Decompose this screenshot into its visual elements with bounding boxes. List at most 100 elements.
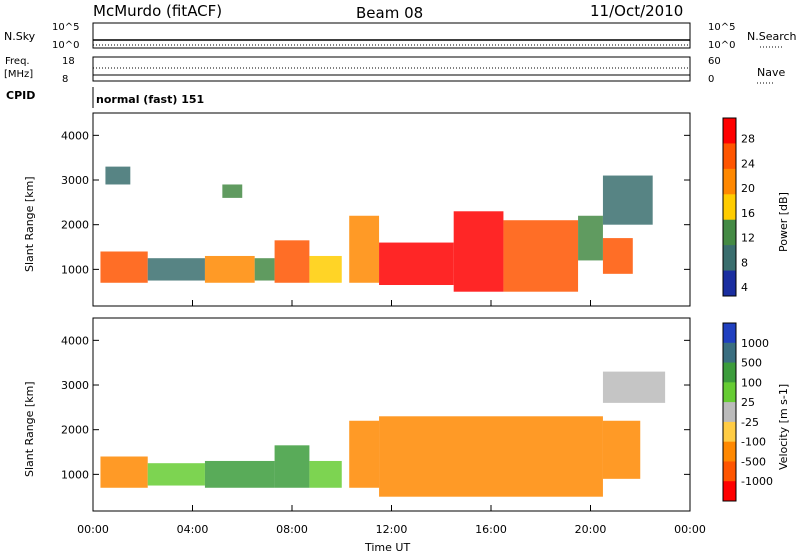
power-ytick-label-3: 4000 (61, 129, 89, 142)
power-region-8 (453, 211, 504, 292)
velocity-ytick-label-1: 2000 (61, 424, 89, 437)
power-colorbar-tick-1: 24 (741, 157, 755, 170)
velocity-colorbar-tick-4: -25 (741, 416, 759, 429)
power-colorbar-swatch-2 (723, 168, 736, 195)
xtick-label-3: 12:00 (376, 523, 408, 536)
velocity-data-marks (100, 371, 666, 497)
power-data-marks (100, 166, 653, 292)
cpid-label: CPID (6, 89, 35, 102)
velocity-region-2 (204, 460, 275, 488)
velocity-region-6 (379, 416, 603, 497)
power-colorbar-swatch-0 (723, 118, 736, 144)
x-axis-label: Time UT (364, 541, 410, 554)
velocity-colorbar-frame (722, 322, 737, 502)
velocity-colorbar-tick-5: -100 (741, 436, 766, 449)
power-ytick-label-0: 1000 (61, 263, 89, 276)
power-region-1 (147, 258, 205, 281)
velocity-colorbar-tick-1: 500 (741, 357, 762, 370)
power-region-9 (503, 220, 579, 292)
power-region-2 (204, 255, 255, 283)
power-region-12 (105, 166, 131, 185)
nsky-panel-frame (92, 22, 691, 49)
velocity-colorbar-swatch-8 (723, 481, 736, 502)
xtick-label-2: 08:00 (276, 523, 308, 536)
freq-unit: [MHz] (4, 69, 33, 80)
velocity-colorbar-swatch-6 (723, 441, 736, 462)
power-colorbar-swatch-1 (723, 143, 736, 170)
power-colorbar-swatch-6 (723, 270, 736, 297)
power-colorbar-frame (722, 117, 737, 297)
cpid-value: normal (fast) 151 (96, 93, 204, 106)
beam-title: Beam 08 (356, 4, 423, 22)
nave-tick-bottom: 0 (708, 74, 714, 85)
freq-label: Freq. (5, 56, 30, 67)
power-region-7 (379, 242, 454, 286)
power-colorbar-tick-6: 4 (741, 281, 748, 294)
velocity-region-5 (349, 420, 380, 488)
power-region-13 (222, 184, 243, 198)
velocity-colorbar-tick-7: -1000 (741, 475, 773, 488)
velocity-region-1 (147, 463, 205, 486)
freq-tick-top: 18 (62, 56, 75, 67)
time-x-axis: 00:00 04:00 08:00 12:00 16:00 20:00 00:00 (77, 300, 706, 536)
power-region-10 (578, 215, 603, 261)
velocity-colorbar-swatch-4 (723, 402, 736, 423)
power-colorbar-tick-2: 20 (741, 182, 755, 195)
power-region-11 (602, 238, 633, 274)
velocity-colorbar: 1000 500 100 25 -25 -100 -500 -1000 (722, 322, 773, 502)
velocity-colorbar-tick-2: 100 (741, 376, 762, 389)
velocity-region-7 (602, 420, 641, 479)
power-region-14 (602, 175, 653, 225)
nave-label: Nave (757, 66, 785, 79)
xtick-label-1: 04:00 (177, 523, 209, 536)
power-colorbar-swatch-5 (723, 245, 736, 272)
velocity-colorbar-tick-0: 1000 (741, 337, 769, 350)
power-region-4 (274, 240, 310, 283)
power-colorbar-label: Power [dB] (777, 192, 790, 252)
power-colorbar-swatch-4 (723, 219, 736, 246)
xtick-label-6: 00:00 (674, 523, 706, 536)
station-title: McMurdo (fitACF) (93, 2, 222, 20)
velocity-region-8 (602, 371, 666, 403)
velocity-colorbar-label: Velocity [m s-1] (777, 384, 790, 470)
power-region-0 (100, 251, 148, 283)
xtick-label-5: 20:00 (575, 523, 607, 536)
velocity-colorbar-swatch-5 (723, 421, 736, 443)
velocity-colorbar-swatch-0 (723, 323, 736, 344)
velocity-colorbar-tick-3: 25 (741, 396, 755, 409)
velocity-colorbar-swatch-1 (723, 342, 736, 364)
power-colorbar-tick-3: 16 (741, 207, 755, 220)
power-colorbar-tick-4: 12 (741, 232, 755, 245)
velocity-region-4 (309, 460, 342, 488)
nsky-trace (93, 39, 690, 46)
power-region-3 (254, 258, 275, 281)
velocity-ytick-label-0: 1000 (61, 468, 89, 481)
velocity-ytick-label-3: 4000 (61, 334, 89, 347)
nsky-label: N.Sky (4, 30, 36, 43)
velocity-colorbar-tick-6: -500 (741, 455, 766, 468)
power-ytick-label-2: 3000 (61, 174, 89, 187)
nsearch-tick-bottom: 10^0 (708, 40, 735, 51)
nsearch-tick-top: 10^5 (708, 22, 735, 33)
velocity-region-0 (100, 456, 148, 488)
velocity-colorbar-swatch-7 (723, 461, 736, 482)
nave-tick-top: 60 (708, 56, 721, 67)
nsky-tick-bottom: 10^0 (52, 40, 79, 51)
power-region-6 (349, 215, 380, 283)
power-colorbar-tick-5: 8 (741, 256, 748, 269)
date-title: 11/Oct/2010 (590, 2, 683, 20)
velocity-ytick-label-2: 3000 (61, 379, 89, 392)
power-ylabel: Slant Range [km] (23, 176, 36, 272)
velocity-ylabel: Slant Range [km] (23, 381, 36, 477)
xtick-label-4: 16:00 (475, 523, 507, 536)
power-colorbar-swatch-3 (723, 194, 736, 221)
power-region-5 (309, 255, 342, 283)
power-colorbar: 28 24 20 16 12 8 4 (722, 117, 755, 297)
velocity-y-axis: 1000 2000 3000 4000 (61, 334, 690, 481)
nsearch-label: N.Search (747, 30, 797, 43)
xtick-label-0: 00:00 (77, 523, 109, 536)
nsky-tick-top: 10^5 (52, 22, 79, 33)
power-y-axis: 1000 2000 3000 4000 (61, 129, 690, 276)
power-ytick-label-1: 2000 (61, 219, 89, 232)
